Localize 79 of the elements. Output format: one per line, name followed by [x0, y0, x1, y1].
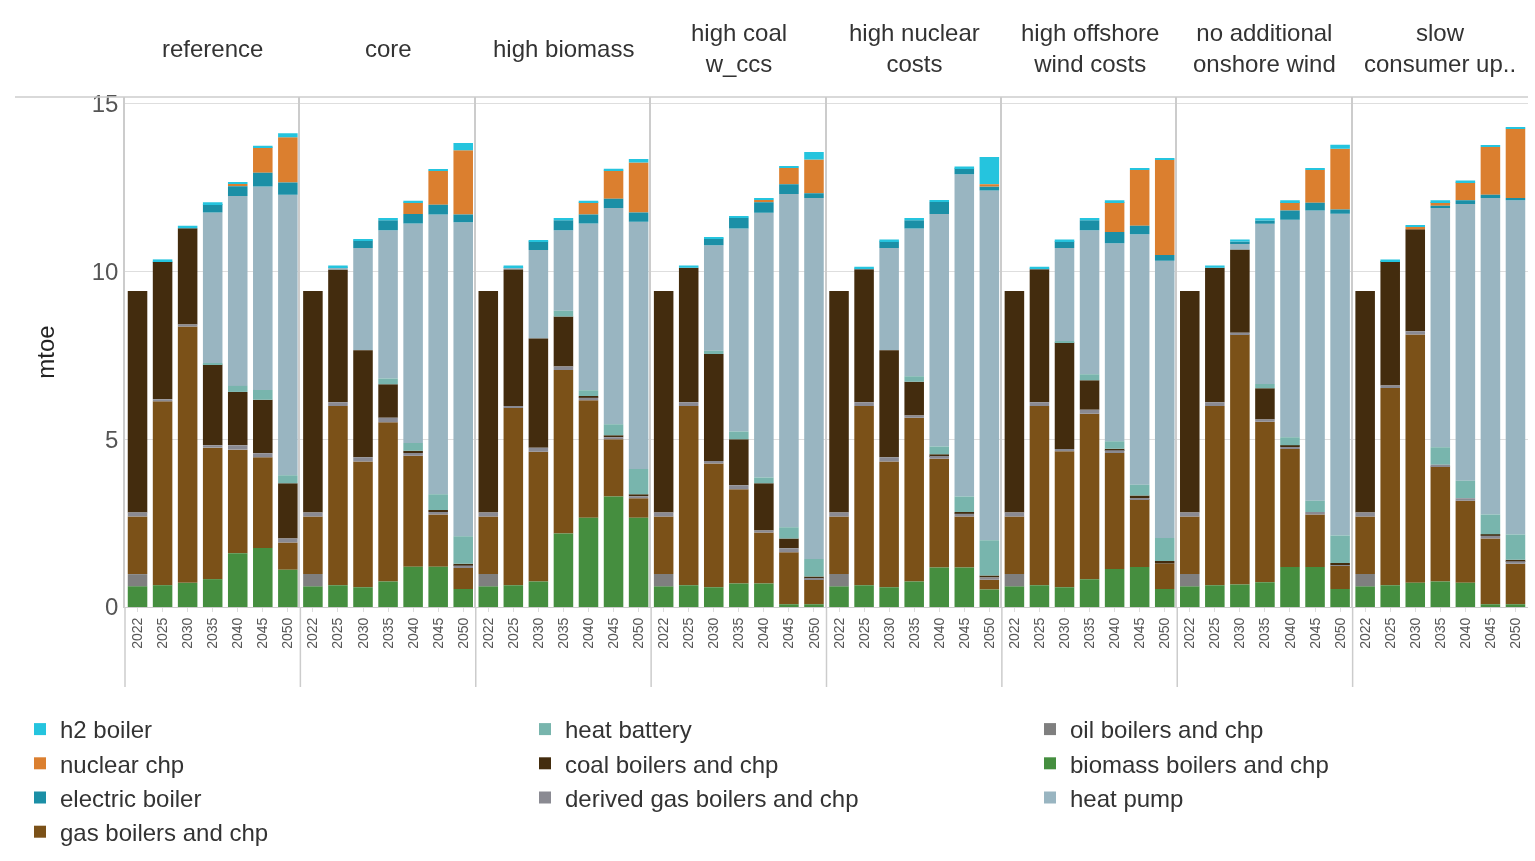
- x-tick-label: 2035: [204, 617, 221, 649]
- x-tick-label: 2040: [1106, 617, 1123, 649]
- x-tick-label: 2035: [554, 617, 571, 649]
- x-tick-label: 2022: [1005, 617, 1022, 649]
- x-tick-label: 2025: [504, 617, 521, 649]
- x-tick-label: 2025: [1031, 617, 1048, 649]
- legend-label: heat battery: [565, 716, 692, 744]
- legend-label: oil boilers and chp: [1070, 716, 1264, 744]
- x-tick-label: 2035: [1431, 617, 1448, 649]
- x-tick-label: 2022: [479, 617, 496, 649]
- x-tick-label: 2045: [254, 617, 271, 649]
- x-tick-label: 2022: [655, 617, 672, 649]
- x-tick-label: 2045: [1131, 617, 1148, 649]
- chart-title: core: [365, 35, 412, 62]
- x-tick-label: 2045: [605, 617, 622, 649]
- x-tick-label: 2030: [1406, 617, 1423, 649]
- chart-title: high biomass: [493, 35, 635, 62]
- x-tick-label: 2030: [705, 617, 722, 649]
- chart-title: high coal w_ccs: [691, 19, 788, 78]
- y-tick-label: 15: [91, 90, 119, 118]
- x-tick-label: 2040: [580, 617, 597, 649]
- x-tick-label: 2030: [529, 617, 546, 649]
- x-tick-label: 2040: [1281, 617, 1298, 649]
- legend-label: heat pump: [1070, 784, 1184, 812]
- x-tick-label: 2050: [630, 617, 647, 649]
- legend-label: gas boilers and chp: [60, 819, 269, 847]
- chart-title: high offshore wind costs: [1021, 19, 1160, 78]
- chart-title: no additional onshore wind: [1193, 19, 1336, 78]
- legend-label: h2 boiler: [60, 716, 153, 744]
- chart-title: high nuclear costs: [849, 19, 980, 78]
- x-tick-label: 2030: [880, 617, 897, 649]
- x-tick-label: 2022: [304, 617, 321, 649]
- x-tick-label: 2045: [429, 617, 446, 649]
- x-tick-label: 2050: [1507, 617, 1524, 649]
- x-tick-label: 2025: [329, 617, 346, 649]
- y-tick-label: 10: [91, 257, 119, 285]
- x-tick-label: 2050: [279, 617, 296, 649]
- x-tick-label: 2040: [229, 617, 246, 649]
- x-tick-label: 2050: [805, 617, 822, 649]
- chart-title: reference: [162, 35, 264, 62]
- x-tick-label: 2035: [379, 617, 396, 649]
- x-tick-label: 2025: [1381, 617, 1398, 649]
- y-tick-label: 0: [105, 593, 119, 621]
- x-tick-label: 2022: [129, 617, 146, 649]
- x-tick-label: 2035: [1081, 617, 1098, 649]
- chart-title: slow consumer up..: [1364, 19, 1517, 78]
- x-tick-label: 2030: [354, 617, 371, 649]
- x-tick-label: 2025: [154, 617, 171, 649]
- y-tick-label: 5: [105, 425, 119, 453]
- x-tick-label: 2040: [404, 617, 421, 649]
- x-tick-label: 2025: [855, 617, 872, 649]
- x-tick-label: 2035: [730, 617, 747, 649]
- x-tick-label: 2045: [1306, 617, 1323, 649]
- x-tick-label: 2040: [755, 617, 772, 649]
- x-tick-label: 2022: [1356, 617, 1373, 649]
- x-tick-label: 2045: [955, 617, 972, 649]
- x-tick-label: 2050: [1331, 617, 1348, 649]
- x-tick-label: 2030: [1231, 617, 1248, 649]
- x-tick-label: 2050: [1156, 617, 1173, 649]
- x-tick-label: 2040: [930, 617, 947, 649]
- x-tick-label: 2030: [179, 617, 196, 649]
- x-tick-label: 2045: [780, 617, 797, 649]
- x-tick-label: 2040: [1456, 617, 1473, 649]
- legend-label: biomass boilers and chp: [1070, 750, 1329, 778]
- x-tick-label: 2030: [1056, 617, 1073, 649]
- x-tick-label: 2022: [1181, 617, 1198, 649]
- x-tick-label: 2022: [830, 617, 847, 649]
- x-tick-label: 2045: [1481, 617, 1498, 649]
- legend-label: derived gas boilers and chp: [565, 784, 859, 812]
- y-axis-title: mtoe: [32, 325, 60, 379]
- legend-label: coal boilers and chp: [565, 750, 779, 778]
- legend-label: electric boiler: [60, 784, 202, 812]
- x-tick-label: 2025: [680, 617, 697, 649]
- legend-label: nuclear chp: [60, 750, 185, 778]
- x-tick-label: 2050: [454, 617, 471, 649]
- x-tick-label: 2035: [905, 617, 922, 649]
- x-tick-label: 2035: [1256, 617, 1273, 649]
- x-tick-label: 2050: [980, 617, 997, 649]
- x-tick-label: 2025: [1206, 617, 1223, 649]
